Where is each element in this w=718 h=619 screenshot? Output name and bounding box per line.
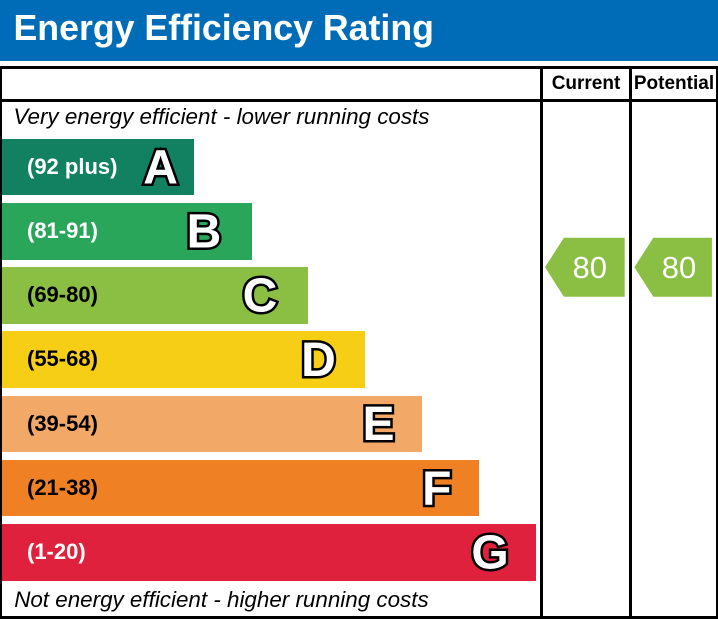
svg-text:E: E	[362, 398, 394, 451]
svg-text:G: G	[471, 527, 508, 580]
svg-text:A: A	[143, 141, 178, 194]
svg-text:D: D	[301, 334, 336, 387]
svg-text:B: B	[187, 206, 222, 259]
svg-text:F: F	[422, 462, 451, 515]
svg-text:80: 80	[662, 250, 696, 285]
svg-text:C: C	[243, 270, 278, 323]
svg-text:80: 80	[573, 250, 607, 285]
